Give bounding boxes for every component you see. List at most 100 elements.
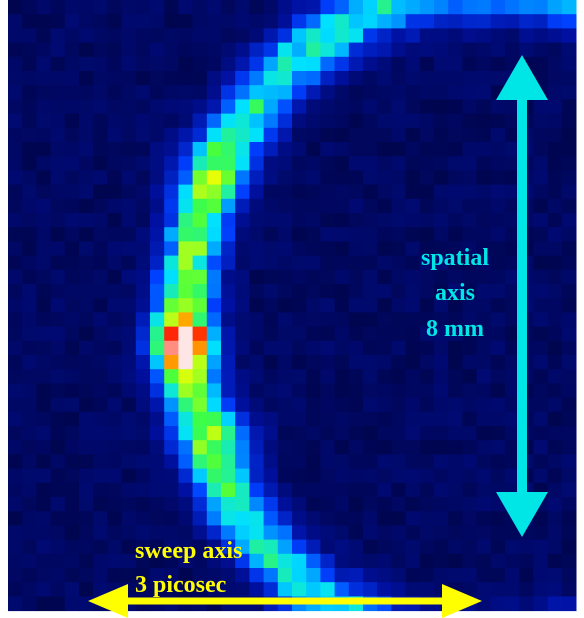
pixel [391, 582, 406, 597]
pixel [264, 199, 279, 214]
pixel [150, 14, 165, 29]
pixel [562, 469, 577, 484]
pixel [377, 43, 392, 58]
pixel [548, 341, 563, 356]
pixel [349, 554, 364, 569]
pixel [292, 312, 307, 327]
pixel [107, 170, 122, 185]
pixel [278, 0, 293, 15]
pixel [164, 497, 179, 512]
pixel [349, 241, 364, 256]
pixel [8, 540, 23, 555]
pixel [93, 57, 108, 72]
pixel [292, 85, 307, 100]
pixel [462, 185, 477, 200]
pixel [533, 142, 548, 157]
pixel [79, 568, 94, 583]
pixel [36, 227, 51, 242]
pixel [292, 355, 307, 370]
pixel [278, 71, 293, 86]
pixel [65, 341, 80, 356]
pixel [150, 327, 165, 342]
pixel [477, 596, 492, 611]
pixel [249, 469, 264, 484]
pixel [79, 85, 94, 100]
annotation: 8 mm [426, 316, 484, 342]
pixel [193, 185, 208, 200]
pixel [406, 312, 421, 327]
pixel [22, 0, 37, 15]
pixel [477, 270, 492, 285]
pixel [36, 497, 51, 512]
pixel [406, 412, 421, 427]
pixel [79, 57, 94, 72]
pixel [306, 0, 321, 15]
pixel [249, 270, 264, 285]
pixel [349, 71, 364, 86]
pixel [36, 398, 51, 413]
pixel [235, 454, 250, 469]
pixel [107, 298, 122, 313]
pixel [292, 156, 307, 171]
pixel [562, 71, 577, 86]
pixel [221, 142, 236, 157]
pixel [406, 568, 421, 583]
pixel [519, 540, 534, 555]
pixel [320, 355, 335, 370]
pixel [150, 99, 165, 114]
pixel [93, 156, 108, 171]
pixel [136, 341, 151, 356]
pixel [320, 71, 335, 86]
pixel [65, 454, 80, 469]
pixel [65, 469, 80, 484]
pixel [93, 312, 108, 327]
pixel [249, 327, 264, 342]
pixel [533, 568, 548, 583]
pixel [107, 554, 122, 569]
pixel [235, 582, 250, 597]
pixel [249, 227, 264, 242]
pixel [207, 412, 222, 427]
pixel [22, 440, 37, 455]
pixel [505, 28, 520, 43]
pixel [349, 398, 364, 413]
pixel [207, 43, 222, 58]
pixel [477, 170, 492, 185]
pixel [264, 483, 279, 498]
pixel [249, 185, 264, 200]
pixel [448, 142, 463, 157]
pixel [249, 355, 264, 370]
pixel [8, 43, 23, 58]
pixel [122, 85, 137, 100]
pixel [107, 156, 122, 171]
pixel [462, 128, 477, 143]
pixel [164, 114, 179, 129]
pixel [193, 483, 208, 498]
pixel [235, 327, 250, 342]
pixel [178, 0, 193, 15]
pixel [335, 270, 350, 285]
pixel [320, 298, 335, 313]
pixel [477, 412, 492, 427]
pixel [278, 298, 293, 313]
pixel [406, 298, 421, 313]
pixel [434, 0, 449, 15]
pixel [278, 227, 293, 242]
pixel [136, 440, 151, 455]
pixel [264, 568, 279, 583]
pixel [150, 170, 165, 185]
pixel [320, 57, 335, 72]
pixel [235, 341, 250, 356]
pixel [122, 341, 137, 356]
pixel [391, 426, 406, 441]
pixel [420, 412, 435, 427]
pixel [22, 554, 37, 569]
pixel [107, 0, 122, 15]
pixel [122, 256, 137, 271]
pixel [36, 440, 51, 455]
pixel [349, 128, 364, 143]
pixel [491, 383, 506, 398]
pixel [533, 525, 548, 540]
pixel [193, 199, 208, 214]
pixel [107, 412, 122, 427]
